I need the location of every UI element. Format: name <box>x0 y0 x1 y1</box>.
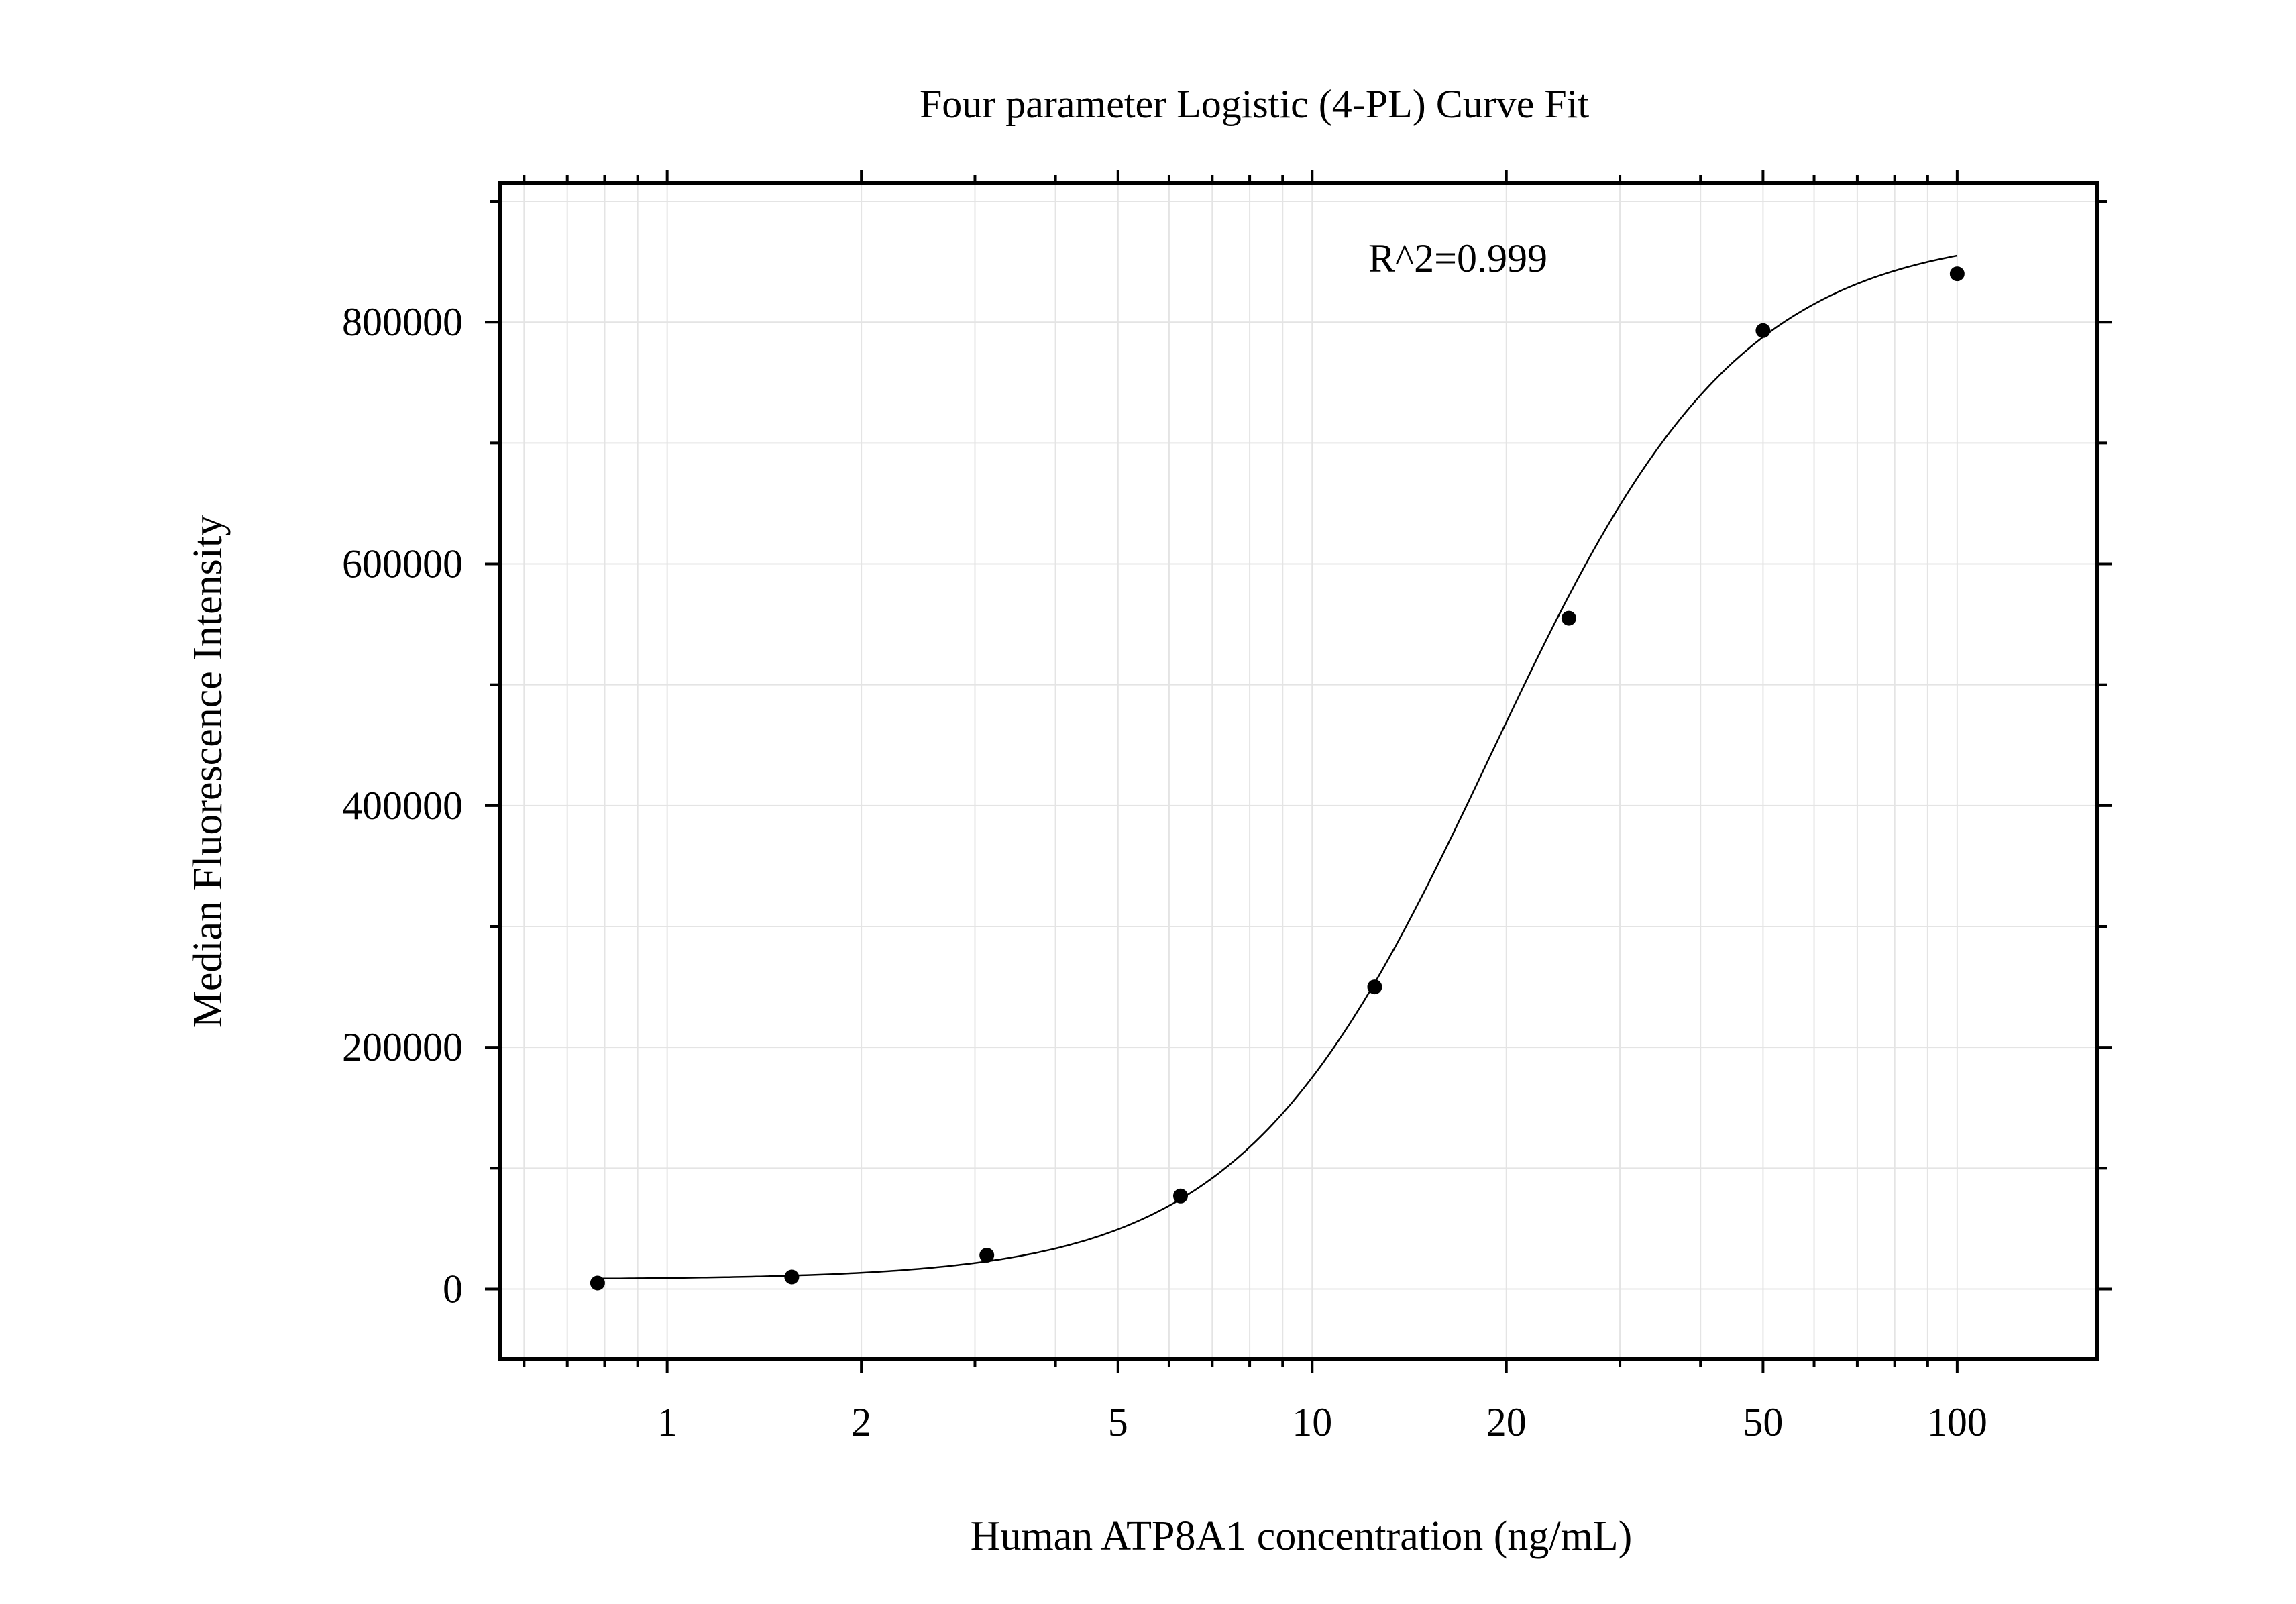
data-point <box>1172 1188 1188 1204</box>
y-tick-label: 600000 <box>342 542 463 586</box>
y-axis-label: Median Fluorescence Intensity <box>185 515 231 1028</box>
r-squared-annotation: R^2=0.999 <box>1368 236 1547 280</box>
x-tick-label: 1 <box>657 1400 677 1444</box>
chart-title: Four parameter Logistic (4-PL) Curve Fit <box>920 82 1589 126</box>
fit-curve-layer <box>597 254 1958 1280</box>
y-tick-label: 800000 <box>342 300 463 344</box>
y-tick-labels: 0 200000 400000 600000 800000 <box>342 300 463 1311</box>
data-point <box>1367 979 1382 995</box>
x-tick-label: 100 <box>1927 1400 1987 1444</box>
axis-ticks <box>485 170 2112 1373</box>
x-tick-labels: 1 2 5 10 20 50 100 <box>657 1400 1987 1444</box>
data-point <box>784 1269 800 1285</box>
grid-lines <box>500 183 2097 1359</box>
x-tick-label: 50 <box>1743 1400 1783 1444</box>
x-tick-label: 5 <box>1108 1400 1128 1444</box>
data-point <box>1949 266 1965 282</box>
plot-frame <box>498 181 2099 1361</box>
x-axis-label: Human ATP8A1 concentration (ng/mL) <box>971 1513 1633 1559</box>
y-tick-label: 400000 <box>342 784 463 828</box>
data-point <box>1561 610 1576 626</box>
x-tick-label: 2 <box>851 1400 871 1444</box>
data-points <box>590 266 1965 1291</box>
y-tick-label: 200000 <box>342 1025 463 1069</box>
x-tick-label: 20 <box>1486 1400 1527 1444</box>
data-point <box>1755 323 1771 338</box>
x-tick-label: 10 <box>1292 1400 1332 1444</box>
y-tick-label: 0 <box>443 1267 463 1312</box>
fit-curve <box>597 254 1958 1280</box>
data-point <box>979 1248 995 1263</box>
data-point <box>590 1275 605 1291</box>
